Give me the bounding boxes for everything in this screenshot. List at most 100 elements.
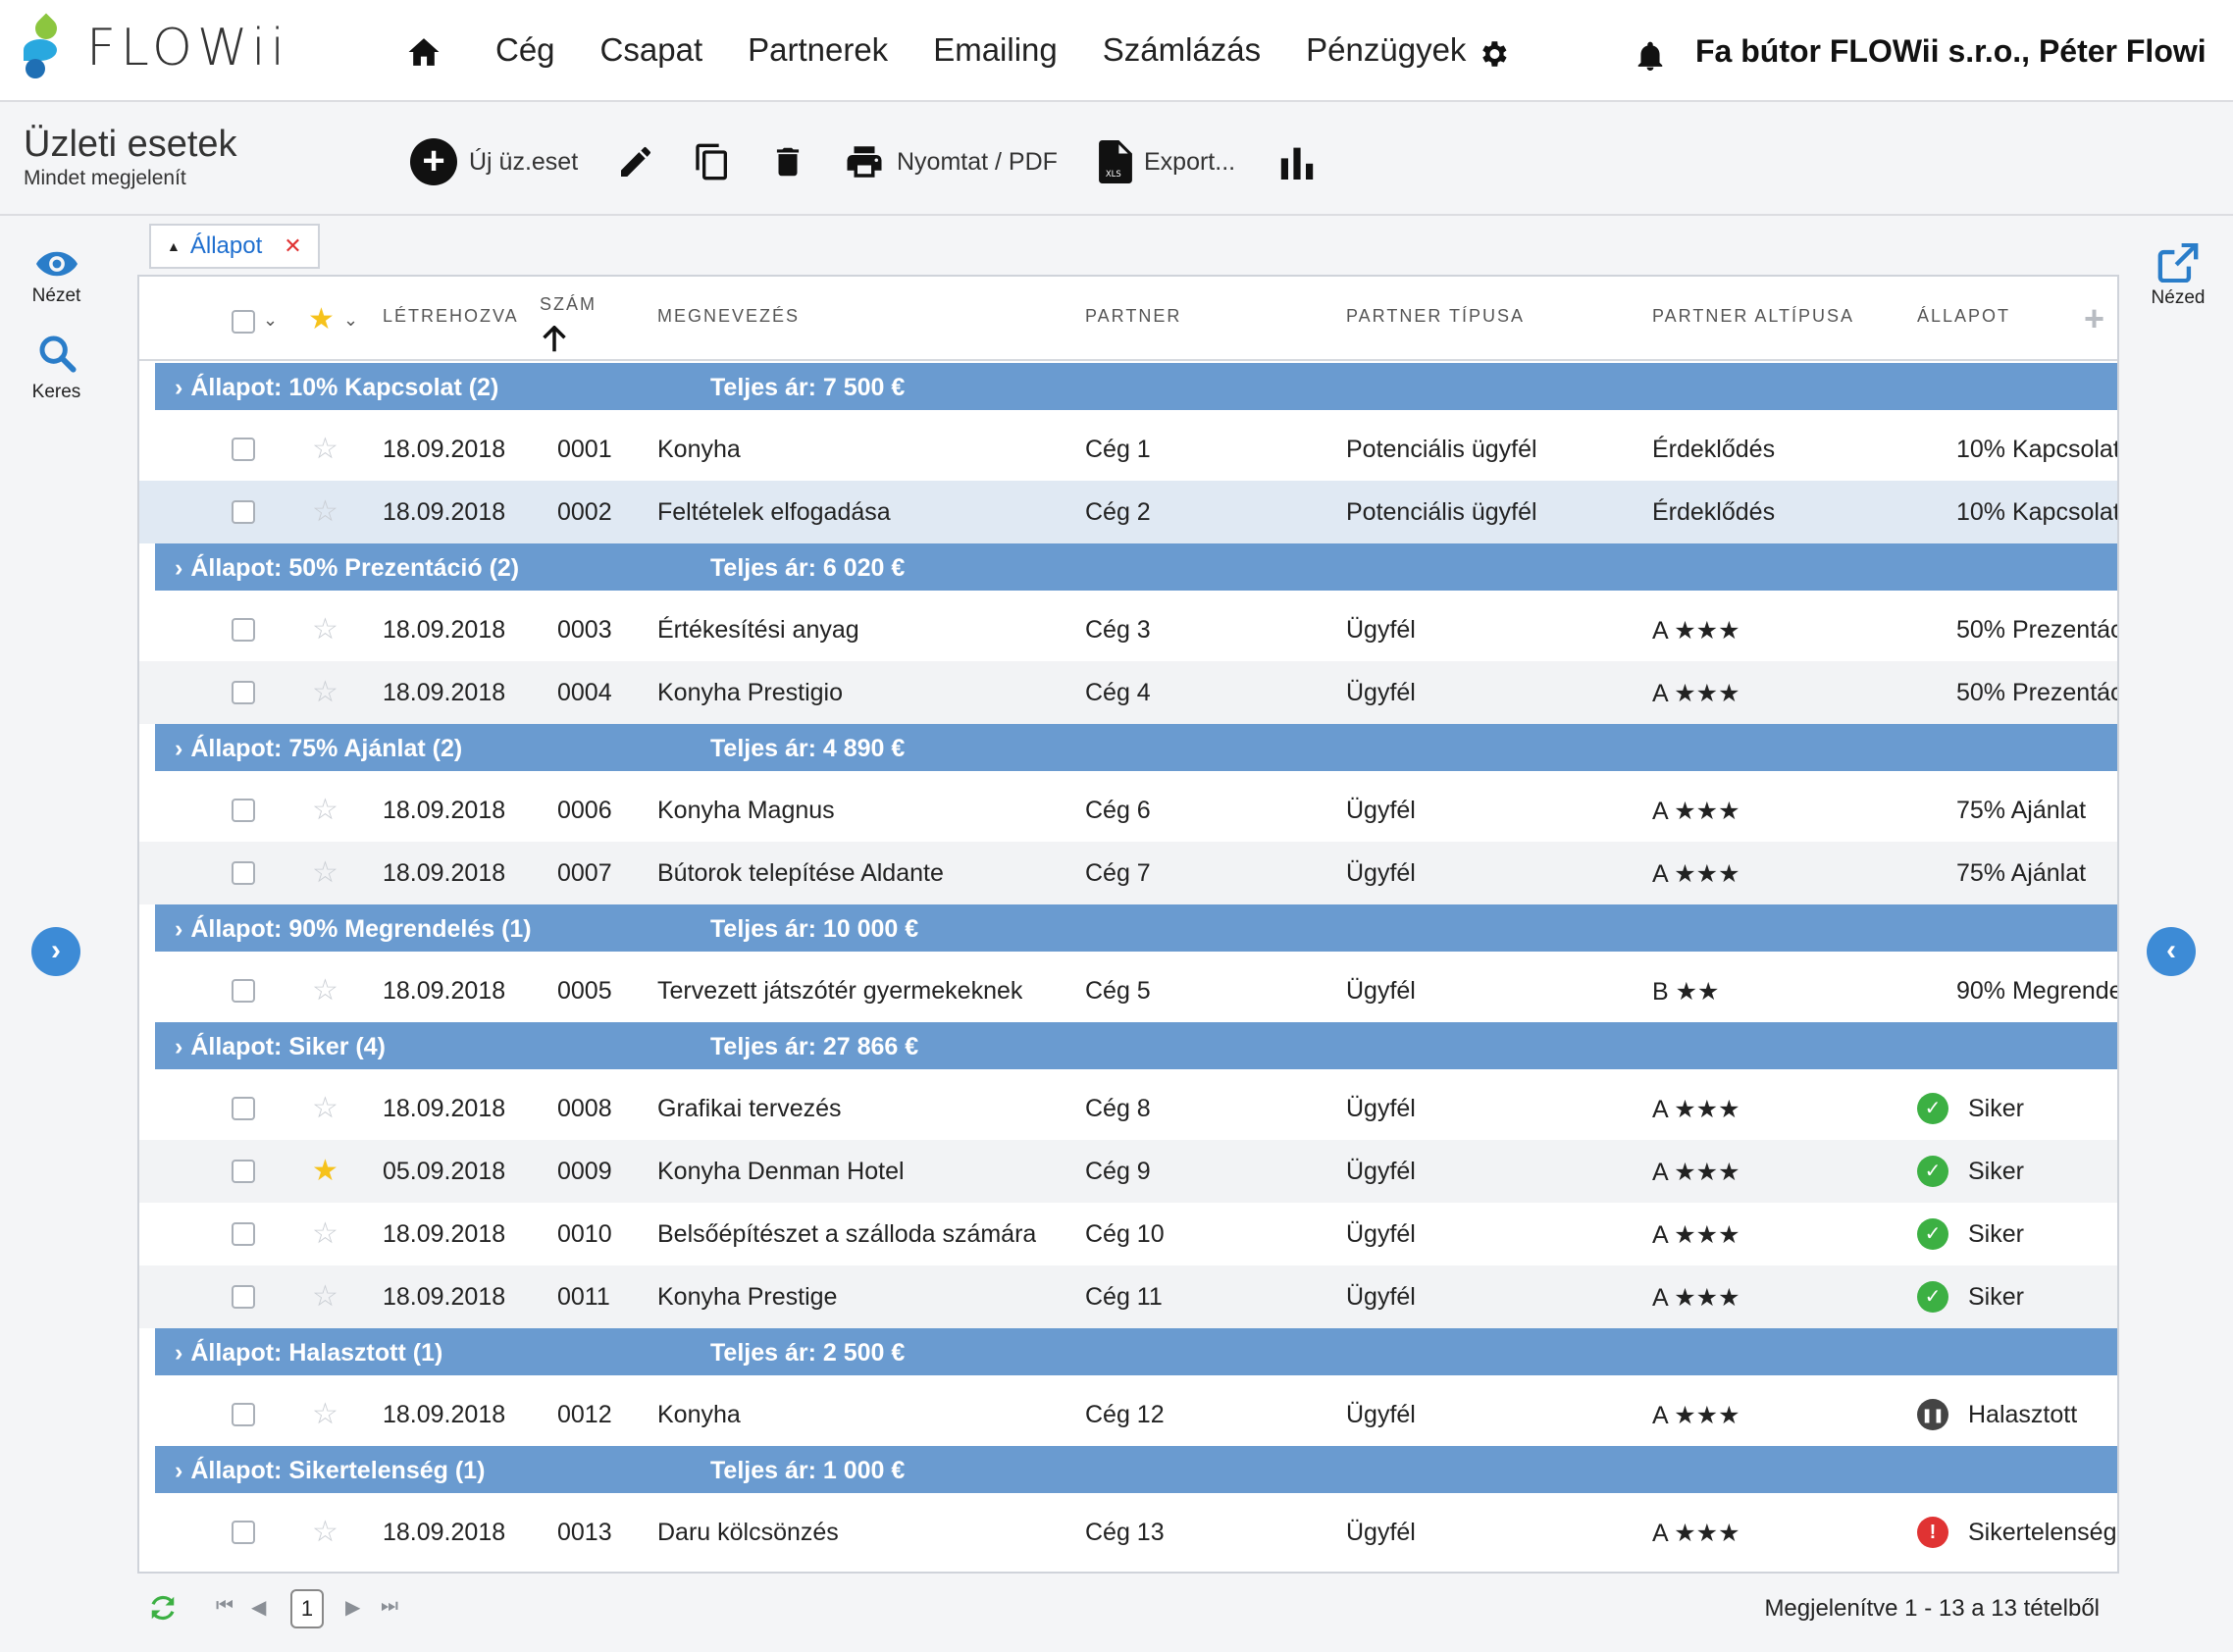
sort-ascending-arrow-icon[interactable] — [542, 326, 567, 353]
row-checkbox[interactable] — [232, 861, 255, 885]
nav-item[interactable]: Csapat — [599, 31, 703, 68]
favorite-filter-star-icon[interactable]: ★ — [308, 303, 335, 336]
star-outline-icon[interactable]: ☆ — [312, 613, 338, 645]
table-row[interactable]: ☆ 18.09.2018 0007 Bútorok telepítése Aldant… — [139, 842, 2117, 904]
open-view-button[interactable]: Nézed — [2139, 242, 2217, 309]
nav-item[interactable]: Számlázás — [1102, 31, 1262, 68]
settings-gear-icon[interactable] — [1477, 37, 1510, 71]
table-row[interactable]: ☆ 18.09.2018 0004 Konyha Prestigio Cég 4 Ügyf… — [139, 661, 2117, 724]
star-outline-icon[interactable]: ☆ — [312, 794, 338, 826]
last-page-icon[interactable]: ⏭ — [381, 1595, 398, 1617]
delete-button[interactable] — [769, 137, 806, 186]
column-header-partner-type[interactable]: PARTNER TÍPUSA — [1346, 306, 1526, 326]
row-checkbox[interactable] — [232, 1521, 255, 1544]
column-header-number[interactable]: SZÁM — [540, 294, 597, 314]
table-row[interactable]: ☆ 18.09.2018 0005 Tervezett játszótér gyerm… — [139, 959, 2117, 1022]
expand-left-panel-button[interactable]: › — [31, 927, 80, 976]
notification-bell-icon[interactable] — [1636, 41, 1664, 71]
first-page-icon[interactable]: ⏮ — [216, 1595, 234, 1617]
group-row[interactable]: › Állapot: 75% Ajánlat (2) Teljes ár: 4 89… — [155, 724, 2117, 771]
search-panel-button[interactable]: Keres — [0, 334, 113, 403]
chart-button[interactable] — [1279, 137, 1315, 186]
group-row[interactable]: › Állapot: Halasztott (1) Teljes ár: 2 500… — [155, 1328, 2117, 1375]
group-row[interactable]: › Állapot: 10% Kapcsolat (2) Teljes ár: 7 … — [155, 363, 2117, 410]
nav-item[interactable]: Emailing — [933, 31, 1058, 68]
star-outline-icon[interactable]: ☆ — [312, 974, 338, 1007]
row-checkbox[interactable] — [232, 681, 255, 704]
star-outline-icon[interactable]: ☆ — [312, 1398, 338, 1430]
table-row[interactable]: ☆ 18.09.2018 0011 Konyha Prestige Cég 11 Ügyf… — [139, 1265, 2117, 1328]
star-outline-icon[interactable]: ☆ — [312, 856, 338, 889]
group-row[interactable]: › Állapot: Siker (4) Teljes ár: 27 866 € — [155, 1022, 2117, 1069]
star-outline-icon[interactable]: ☆ — [312, 1217, 338, 1250]
table-row[interactable]: ☆ 18.09.2018 0013 Daru kölcsönzés Cég 13 Ügyf… — [139, 1501, 2117, 1564]
edit-button[interactable] — [616, 137, 655, 186]
expand-right-panel-button[interactable]: ‹ — [2147, 927, 2196, 976]
cell-name: Konyha — [657, 436, 741, 463]
logo[interactable]: FLOWii — [22, 13, 289, 78]
cell-partner-type: Ügyfél — [1346, 1401, 1416, 1428]
view-panel-button[interactable]: Nézet — [0, 251, 113, 307]
nav-item[interactable]: Pénzügyek — [1306, 31, 1467, 68]
new-deal-label: Új üz.eset — [469, 147, 579, 176]
star-outline-icon[interactable]: ☆ — [312, 676, 338, 708]
row-checkbox[interactable] — [232, 438, 255, 461]
main-menu: Cég Csapat Partnerek Emailing Számlázás Pénzü… — [495, 31, 1511, 69]
star-outline-icon[interactable]: ☆ — [312, 495, 338, 528]
star-outline-icon[interactable]: ☆ — [312, 1516, 338, 1548]
view-subtitle[interactable]: Mindet megjelenít — [24, 167, 186, 189]
group-row[interactable]: › Állapot: 90% Megrendelés (1) Teljes ár: … — [155, 904, 2117, 952]
select-all-checkbox[interactable] — [232, 310, 255, 334]
star-outline-icon[interactable]: ☆ — [312, 1280, 338, 1313]
cell-partner-type: Ügyfél — [1346, 1158, 1416, 1185]
table-row[interactable]: ★ 05.09.2018 0009 Konyha Denman Hotel Cég 9 Ü… — [139, 1140, 2117, 1203]
nav-item[interactable]: Partnerek — [748, 31, 889, 68]
row-checkbox[interactable] — [232, 618, 255, 642]
home-icon[interactable] — [404, 35, 443, 69]
group-total: Teljes ár: 1 000 € — [710, 1457, 906, 1484]
previous-page-icon[interactable]: ◀ — [251, 1597, 267, 1619]
nav-item[interactable]: Cég — [495, 31, 555, 68]
column-header-partner[interactable]: PARTNER — [1085, 306, 1182, 326]
group-filter-chip[interactable]: ▲ Állapot ✕ — [149, 224, 320, 269]
table-row[interactable]: ☆ 18.09.2018 0012 Konyha Cég 12 Ügyfél A ★★★ ❚❚… — [139, 1383, 2117, 1446]
row-checkbox[interactable] — [232, 799, 255, 822]
add-column-icon[interactable]: + — [2084, 298, 2105, 338]
copy-button[interactable] — [693, 137, 732, 186]
new-deal-button[interactable]: + Új üz.eset — [410, 137, 578, 186]
table-row[interactable]: ☆ 18.09.2018 0003 Értékesítési anyag Cég 3 Üg… — [139, 598, 2117, 661]
column-header-partner-subtype[interactable]: PARTNER ALTÍPUSA — [1652, 306, 1855, 326]
table-row[interactable]: ☆ 18.09.2018 0002 Feltételek elfogadása Cég … — [139, 481, 2117, 543]
row-checkbox[interactable] — [232, 1285, 255, 1309]
current-page-input[interactable]: 1 — [290, 1589, 324, 1628]
star-outline-icon[interactable]: ☆ — [312, 1092, 338, 1124]
remove-filter-icon[interactable]: ✕ — [284, 233, 302, 258]
table-row[interactable]: ☆ 18.09.2018 0006 Konyha Magnus Cég 6 Ügyfél A… — [139, 779, 2117, 842]
row-checkbox[interactable] — [232, 1097, 255, 1120]
refresh-icon[interactable] — [147, 1593, 179, 1623]
next-page-icon[interactable]: ▶ — [345, 1597, 361, 1619]
chevron-down-icon[interactable]: ⌄ — [263, 310, 279, 330]
print-pdf-button[interactable]: Nyomtat / PDF — [844, 137, 1058, 186]
table-row[interactable]: ☆ 18.09.2018 0010 Belsőépítészet a szálloda… — [139, 1203, 2117, 1265]
row-checkbox[interactable] — [232, 979, 255, 1003]
column-header-created[interactable]: LÉTREHOZVA — [383, 306, 519, 326]
cell-partner: Cég 8 — [1085, 1095, 1151, 1122]
group-row[interactable]: › Állapot: 50% Prezentáció (2) Teljes ár: … — [155, 543, 2117, 591]
row-checkbox[interactable] — [232, 500, 255, 524]
column-header-status[interactable]: ÁLLAPOT — [1917, 306, 2011, 326]
column-header-name[interactable]: MEGNEVEZÉS — [657, 306, 801, 326]
cell-number: 0010 — [557, 1220, 612, 1248]
group-row[interactable]: › Állapot: Sikertelenség (1) Teljes ár: 1 … — [155, 1446, 2117, 1493]
table-row[interactable]: ☆ 18.09.2018 0008 Grafikai tervezés Cég 8 Ügy… — [139, 1077, 2117, 1140]
export-button[interactable]: XLS Export... — [1099, 137, 1235, 186]
chevron-down-icon[interactable]: ⌄ — [343, 310, 359, 330]
star-outline-icon[interactable]: ☆ — [312, 433, 338, 465]
row-checkbox[interactable] — [232, 1222, 255, 1246]
row-checkbox[interactable] — [232, 1403, 255, 1426]
row-checkbox[interactable] — [232, 1160, 255, 1183]
group-label: › Állapot: 75% Ajánlat (2) — [175, 735, 463, 762]
company-user-label[interactable]: Fa bútor FLOWii s.r.o., Péter Flowi — [1695, 33, 2207, 69]
star-filled-icon[interactable]: ★ — [312, 1155, 338, 1187]
table-row[interactable]: ☆ 18.09.2018 0001 Konyha Cég 1 Potenciális üg… — [139, 418, 2117, 481]
